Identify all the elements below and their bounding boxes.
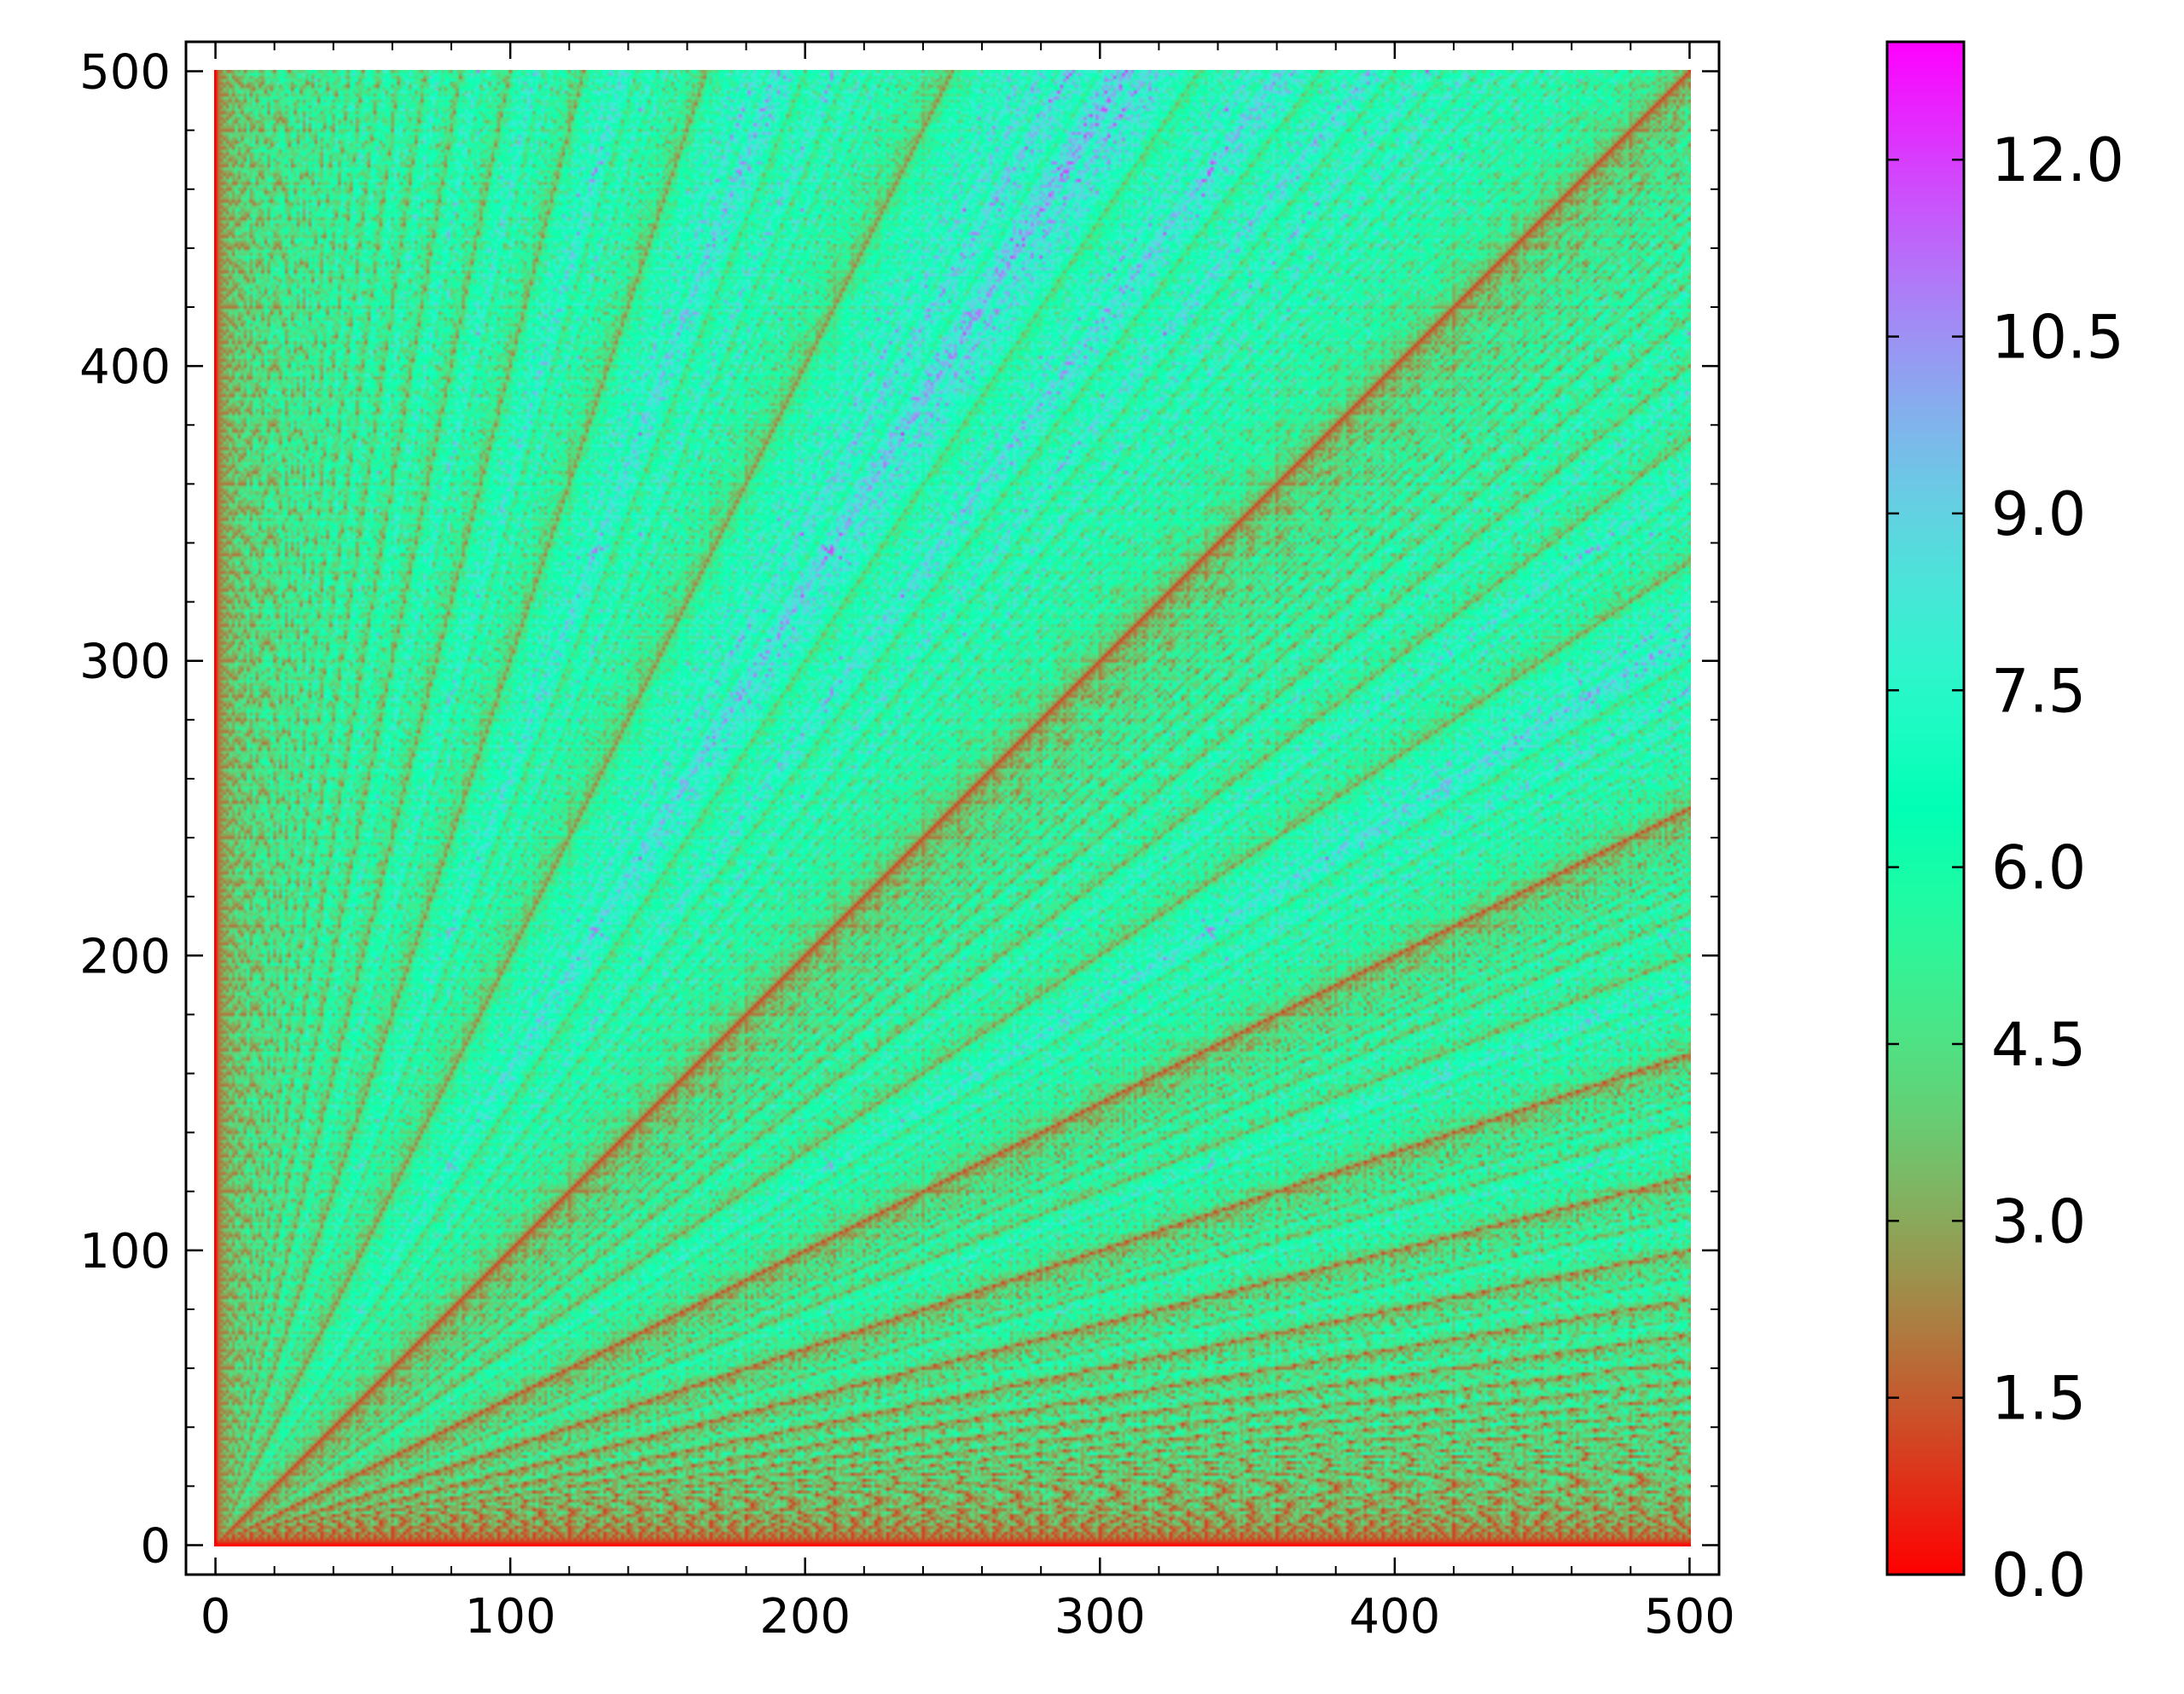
y-tick-label: 100 [79, 1224, 171, 1279]
colorbar-tick-label: 7.5 [1991, 656, 2086, 726]
y-tick-label: 500 [79, 45, 171, 101]
colorbar-tick-label: 3.0 [1991, 1186, 2086, 1256]
axes-frame [184, 40, 1721, 1576]
x-tick-label: 400 [1349, 1589, 1440, 1645]
colorbar-tick-label: 12.0 [1991, 125, 2124, 195]
colorbar-tick-label: 10.5 [1991, 303, 2124, 373]
colorbar-tick-label: 4.5 [1991, 1010, 2086, 1080]
y-tick-label: 0 [140, 1518, 171, 1574]
colorbar-tick-label: 9.0 [1991, 479, 2086, 549]
x-tick-label: 300 [1054, 1589, 1146, 1645]
y-tick-label: 400 [79, 339, 171, 395]
colorbar-tick-label: 6.0 [1991, 833, 2086, 903]
colorbar-tick-label: 1.5 [1991, 1364, 2086, 1434]
y-tick-label: 200 [79, 929, 171, 984]
heatmap-image [213, 69, 1692, 1547]
x-tick-label: 500 [1644, 1589, 1735, 1645]
colorbar [1885, 40, 1966, 1576]
x-tick-label: 200 [759, 1589, 851, 1645]
y-tick-label: 300 [79, 635, 171, 690]
x-tick-label: 0 [200, 1589, 231, 1645]
colorbar-tick-label: 0.0 [1991, 1540, 2086, 1610]
x-tick-label: 100 [465, 1589, 556, 1645]
